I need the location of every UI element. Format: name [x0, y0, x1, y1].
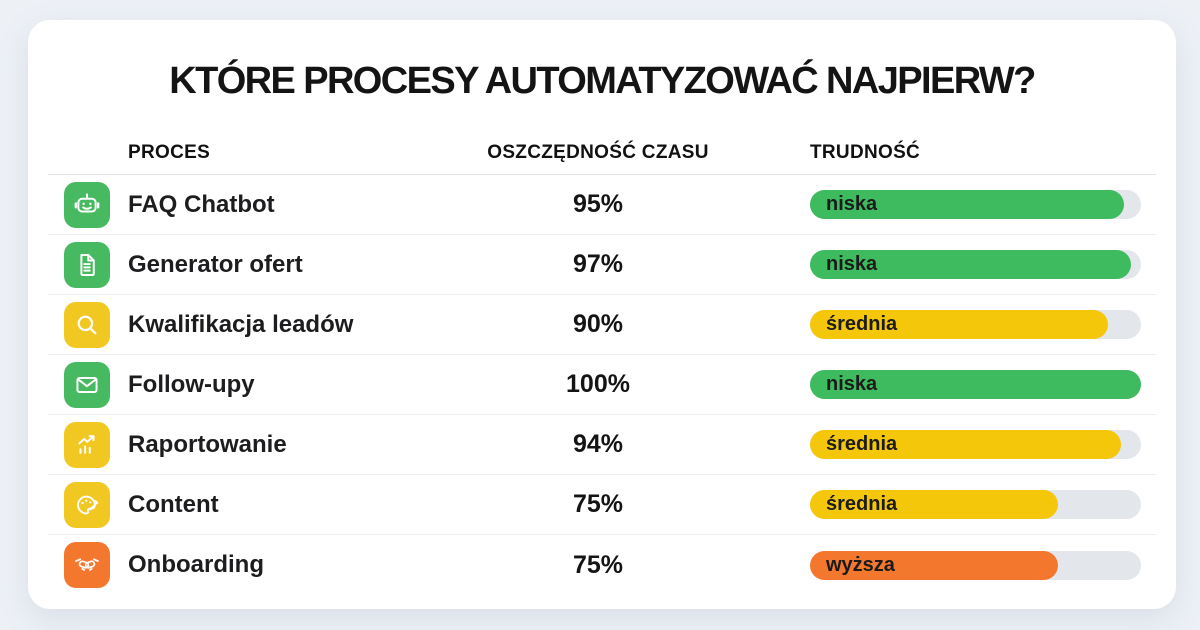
- difficulty-bar-track: średnia: [810, 490, 1141, 519]
- time-saving-value: 95%: [572, 190, 624, 218]
- process-name: Raportowanie: [128, 430, 287, 458]
- table-row: Raportowanie 94% średnia: [48, 415, 1156, 475]
- difficulty-bar-fill: wyższa: [810, 550, 1059, 580]
- time-saving-value: 94%: [572, 430, 624, 458]
- difficulty-bar-fill: średnia: [810, 490, 1059, 519]
- process-name: FAQ Chatbot: [128, 190, 275, 218]
- time-saving-value: 75%: [572, 490, 624, 518]
- envelope-icon: [64, 361, 110, 408]
- palette-pencil-icon: [64, 481, 110, 528]
- difficulty-bar-fill: niska: [810, 370, 1141, 399]
- column-header-difficulty: TRUDNOŚĆ: [810, 142, 921, 163]
- table-row: FAQ Chatbot 95% niska: [48, 175, 1156, 235]
- difficulty-label: niska: [826, 193, 878, 215]
- process-name: Follow-upy: [128, 370, 255, 398]
- difficulty-bar-track: niska: [810, 250, 1141, 279]
- robot-icon: [64, 181, 110, 228]
- difficulty-label: wyższa: [826, 553, 895, 576]
- process-name: Content: [128, 490, 219, 518]
- table-row: Follow-upy 100% niska: [48, 355, 1156, 415]
- difficulty-bar-track: średnia: [810, 430, 1141, 459]
- difficulty-bar-track: niska: [810, 370, 1141, 399]
- time-saving-value: 90%: [572, 310, 624, 338]
- difficulty-label: niska: [826, 373, 878, 395]
- time-saving-value: 100%: [566, 370, 630, 398]
- difficulty-label: średnia: [826, 493, 898, 515]
- document-icon: [64, 241, 110, 288]
- difficulty-bar-track: niska: [810, 190, 1141, 219]
- difficulty-bar-fill: średnia: [810, 430, 1122, 459]
- table-row: Generator ofert 97% niska: [48, 235, 1156, 295]
- column-header-process: PROCES: [128, 142, 211, 163]
- process-name: Onboarding: [128, 551, 264, 578]
- process-name: Kwalifikacja leadów: [128, 310, 354, 338]
- difficulty-bar-fill: średnia: [810, 310, 1108, 339]
- difficulty-bar-fill: niska: [810, 250, 1132, 279]
- difficulty-label: średnia: [826, 313, 898, 335]
- process-name: Generator ofert: [128, 250, 303, 278]
- chart-growth-icon: [64, 421, 110, 468]
- difficulty-bar-track: średnia: [810, 310, 1141, 339]
- difficulty-bar-fill: niska: [810, 190, 1125, 219]
- difficulty-bar-track: wyższa: [810, 550, 1141, 580]
- table-row: Content 75% średnia: [48, 475, 1156, 535]
- table-header-row: PROCES OSZCZĘDNOŚĆ CZASU TRUDNOŚĆ: [48, 132, 1156, 175]
- page-title: KTÓRE PROCESY AUTOMATYZOWAĆ NAJPIERW?: [169, 60, 1036, 102]
- search-icon: [64, 301, 110, 348]
- table-row: Onboarding 75% wyższa: [48, 535, 1156, 595]
- column-header-time-saving: OSZCZĘDNOŚĆ CZASU: [487, 142, 709, 163]
- difficulty-label: średnia: [826, 433, 898, 455]
- time-saving-value: 75%: [572, 550, 624, 579]
- table-row: Kwalifikacja leadów 90% średnia: [48, 295, 1156, 355]
- time-saving-value: 97%: [572, 250, 624, 278]
- difficulty-label: niska: [826, 253, 878, 275]
- infographic-card: KTÓRE PROCESY AUTOMATYZOWAĆ NAJPIERW? PR…: [28, 20, 1176, 609]
- handshake-icon: [64, 542, 110, 588]
